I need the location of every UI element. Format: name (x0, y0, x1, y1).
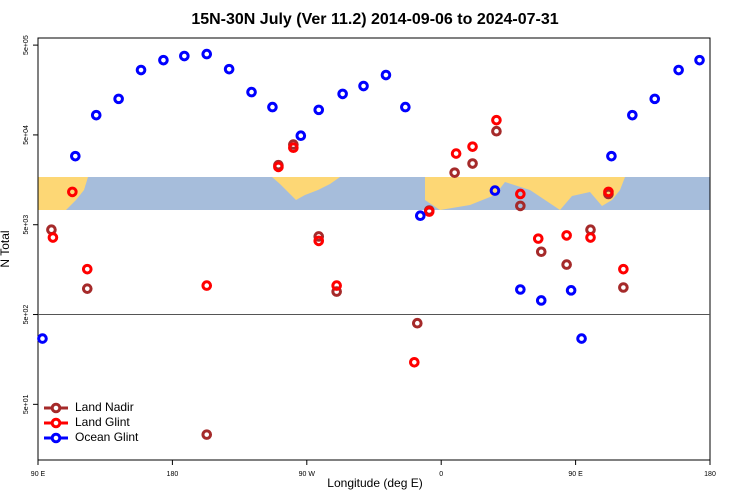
legend-marker (50, 402, 62, 414)
point (313, 235, 325, 247)
point (449, 167, 460, 178)
point (331, 280, 342, 291)
point (467, 141, 478, 152)
chart-title: 15N-30N July (Ver 11.2) 2014-09-06 to 20… (191, 11, 558, 28)
x-tick-label: 90 W (299, 471, 316, 478)
point (491, 114, 502, 126)
point (273, 161, 284, 173)
point (535, 295, 547, 306)
plot-frame (37, 37, 711, 461)
point (535, 246, 547, 258)
point (400, 101, 411, 113)
y-tick-label: 5e+03 (23, 215, 30, 235)
point (673, 64, 684, 76)
point (201, 429, 213, 440)
point (450, 148, 462, 159)
point (606, 150, 617, 162)
point (288, 142, 299, 154)
point (491, 125, 502, 137)
point (267, 101, 278, 113)
point (358, 80, 369, 92)
point (201, 48, 213, 60)
x-axis-label: Longitude (deg E) (327, 476, 422, 490)
point (313, 231, 325, 242)
point (158, 54, 169, 66)
point (201, 280, 213, 291)
y-tick-label: 5e+04 (23, 125, 30, 145)
point (515, 200, 526, 212)
y-axis-label: N Total (0, 230, 12, 267)
point (565, 285, 577, 296)
legend-label: Land Nadir (75, 400, 134, 414)
point (246, 86, 257, 98)
legend-label: Land Glint (75, 415, 130, 429)
point (295, 130, 307, 142)
point (414, 210, 426, 222)
point (223, 63, 235, 75)
legend-label: Ocean Glint (75, 430, 139, 444)
point (561, 259, 572, 270)
point (515, 284, 526, 295)
legend-marker (50, 432, 62, 444)
x-tick-label: 90 E (568, 471, 583, 478)
point (113, 93, 124, 105)
point (337, 88, 348, 100)
point (313, 104, 325, 116)
point (627, 109, 638, 121)
point (489, 185, 501, 196)
point (90, 109, 102, 121)
point (67, 186, 78, 198)
legend-marker (50, 417, 62, 429)
point (179, 50, 190, 62)
point (515, 188, 526, 200)
map-band (38, 177, 710, 210)
point (47, 232, 59, 243)
x-tick-label: 90 E (31, 471, 46, 478)
y-tick-label: 5e+05 (23, 35, 30, 55)
point (81, 283, 93, 294)
point (412, 317, 423, 329)
point (331, 286, 342, 297)
point (694, 54, 705, 66)
x-tick-label: 0 (439, 471, 443, 478)
x-tick-label: 180 (167, 471, 179, 478)
point (603, 186, 614, 198)
point (532, 233, 544, 244)
point (576, 333, 587, 344)
point (135, 64, 147, 76)
point (618, 263, 629, 275)
point (423, 206, 435, 217)
y-tick-label: 5e+02 (23, 305, 30, 325)
point (81, 263, 93, 275)
point (467, 158, 478, 169)
point (409, 356, 420, 368)
point (561, 230, 572, 241)
point (70, 150, 81, 162)
point (618, 282, 629, 293)
point (585, 232, 596, 243)
x-tick-label: 180 (704, 471, 716, 478)
point (37, 333, 48, 344)
point (649, 93, 661, 105)
point (380, 69, 392, 81)
y-tick-label: 5e+01 (23, 394, 30, 414)
